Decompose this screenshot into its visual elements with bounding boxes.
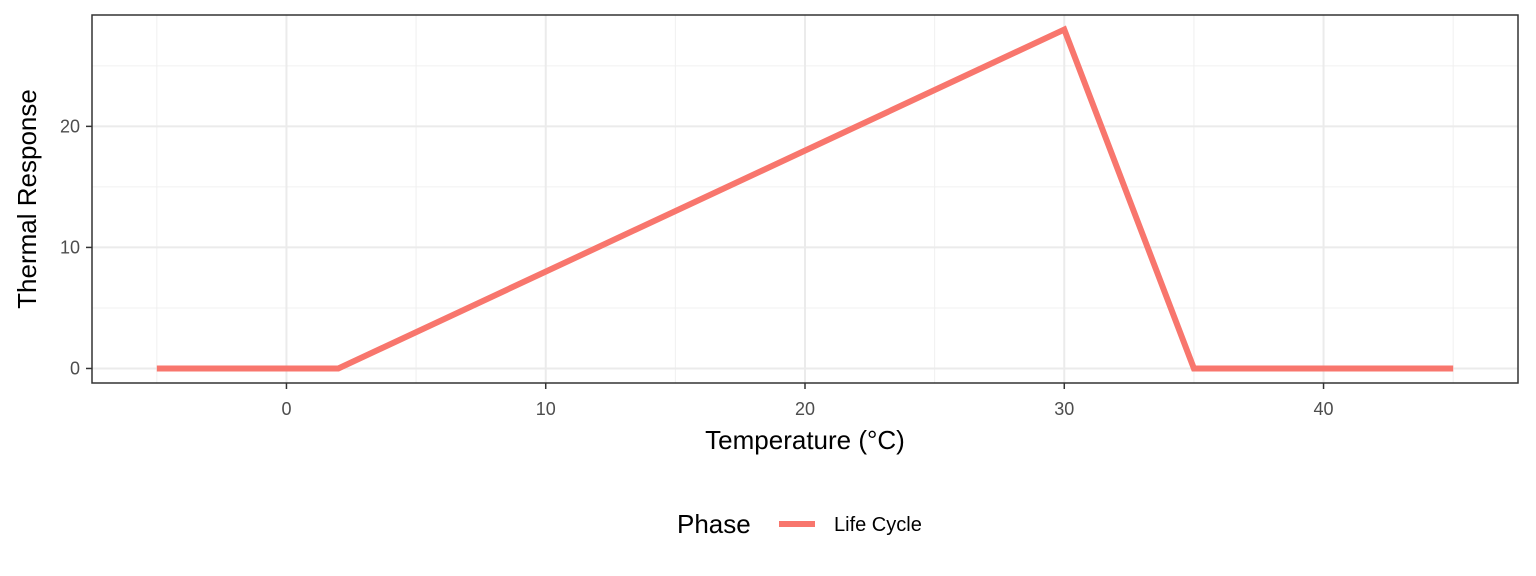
legend: Phase Life Cycle bbox=[677, 509, 922, 539]
x-tick-label: 30 bbox=[1054, 399, 1074, 419]
legend-label-life-cycle: Life Cycle bbox=[834, 514, 922, 536]
series-layer bbox=[156, 25, 1454, 372]
y-tick-label: 10 bbox=[60, 237, 80, 257]
x-axis: 0 10 20 30 40 bbox=[281, 383, 1334, 419]
x-tick-label: 40 bbox=[1314, 399, 1334, 419]
y-axis-title: Thermal Response bbox=[12, 89, 42, 309]
y-tick-label: 20 bbox=[60, 116, 80, 136]
x-tick-label: 10 bbox=[536, 399, 556, 419]
y-tick-label: 0 bbox=[70, 358, 80, 378]
x-tick-label: 20 bbox=[795, 399, 815, 419]
x-axis-title: Temperature (°C) bbox=[705, 425, 905, 455]
y-axis: 0 10 20 bbox=[60, 116, 92, 378]
grid-lines bbox=[92, 15, 1518, 383]
series-line-life-cycle bbox=[156, 25, 1454, 372]
x-tick-label: 0 bbox=[281, 399, 291, 419]
legend-title: Phase bbox=[677, 509, 751, 539]
